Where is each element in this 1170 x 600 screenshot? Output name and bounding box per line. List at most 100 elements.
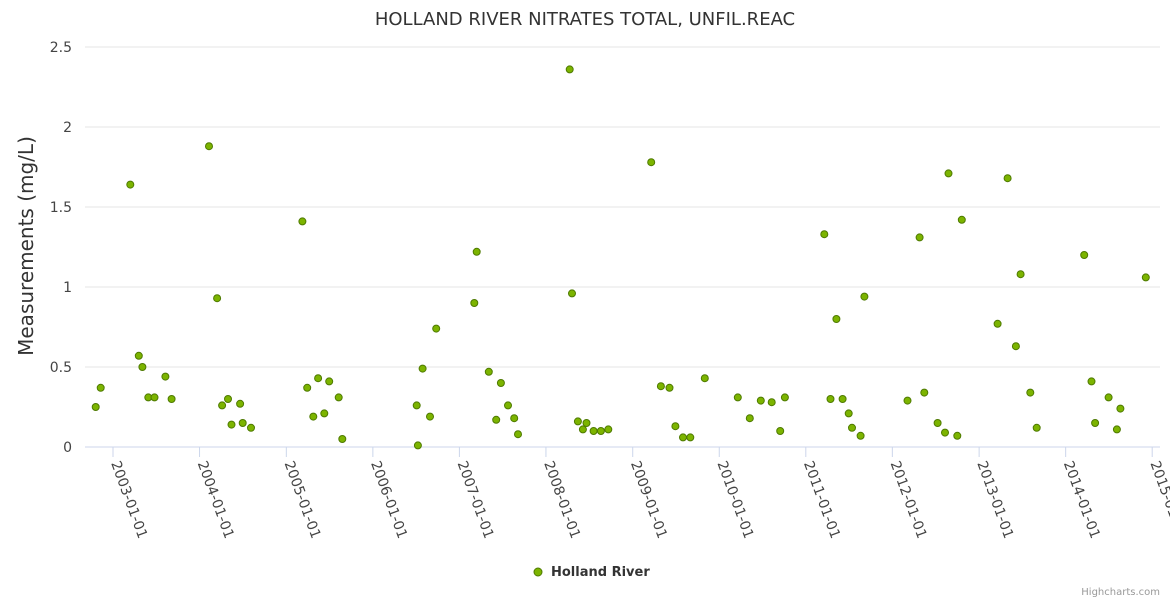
data-point[interactable] xyxy=(756,396,765,405)
data-point[interactable] xyxy=(860,292,869,301)
data-point[interactable] xyxy=(647,158,656,167)
data-point[interactable] xyxy=(418,364,427,373)
data-point[interactable] xyxy=(412,401,421,410)
data-point[interactable] xyxy=(1003,174,1012,183)
data-point[interactable] xyxy=(656,382,665,391)
legend-item-holland-river[interactable]: Holland River xyxy=(551,565,650,580)
y-tick-label: 2 xyxy=(63,120,72,136)
data-point[interactable] xyxy=(514,430,522,439)
data-point[interactable] xyxy=(470,299,479,307)
data-point[interactable] xyxy=(167,395,176,403)
data-point[interactable] xyxy=(820,230,829,239)
data-point[interactable] xyxy=(134,351,143,360)
data-point[interactable] xyxy=(1016,270,1025,279)
data-point[interactable] xyxy=(826,395,835,403)
data-point[interactable] xyxy=(767,398,776,407)
data-point[interactable] xyxy=(126,180,135,189)
x-tick-label: 2010-01-01 xyxy=(714,459,757,541)
data-point[interactable] xyxy=(944,169,953,178)
data-point[interactable] xyxy=(700,374,709,383)
x-tick-label: 2013-01-01 xyxy=(973,459,1016,541)
data-point[interactable] xyxy=(484,367,493,376)
data-point[interactable] xyxy=(1116,404,1125,413)
x-tick-label: 2003-01-01 xyxy=(107,459,150,541)
data-point[interactable] xyxy=(96,383,105,392)
data-point[interactable] xyxy=(920,388,929,397)
data-point[interactable] xyxy=(426,412,434,421)
data-point[interactable] xyxy=(1091,419,1100,427)
data-point[interactable] xyxy=(578,425,587,434)
data-point[interactable] xyxy=(848,423,856,432)
data-point[interactable] xyxy=(745,414,754,423)
data-point[interactable] xyxy=(903,396,912,405)
data-point[interactable] xyxy=(1032,423,1041,432)
y-tick-label: 2.5 xyxy=(50,40,72,56)
data-point[interactable] xyxy=(504,401,512,410)
data-point[interactable] xyxy=(933,419,942,427)
data-point[interactable] xyxy=(1112,425,1121,434)
data-point[interactable] xyxy=(1141,273,1150,282)
data-point[interactable] xyxy=(325,377,334,386)
data-point[interactable] xyxy=(303,383,312,392)
data-point[interactable] xyxy=(413,441,422,450)
data-point[interactable] xyxy=(957,215,966,224)
data-point[interactable] xyxy=(91,403,100,411)
data-point[interactable] xyxy=(568,289,576,298)
data-point[interactable] xyxy=(573,417,582,426)
data-point[interactable] xyxy=(492,415,501,424)
data-point[interactable] xyxy=(993,319,1002,328)
data-point[interactable] xyxy=(665,383,674,392)
data-point[interactable] xyxy=(138,363,147,371)
data-point[interactable] xyxy=(224,395,232,403)
data-point[interactable] xyxy=(582,419,591,427)
credits-link[interactable]: Highcharts.com xyxy=(1081,587,1160,598)
data-point[interactable] xyxy=(604,425,613,434)
y-tick-label: 0.5 xyxy=(50,360,72,376)
data-point[interactable] xyxy=(236,399,245,408)
data-point[interactable] xyxy=(941,428,949,437)
legend[interactable]: Holland River xyxy=(533,565,650,580)
data-point[interactable] xyxy=(161,372,170,381)
data-point[interactable] xyxy=(1087,377,1096,386)
data-point[interactable] xyxy=(496,379,505,387)
data-point[interactable] xyxy=(298,217,307,226)
data-point[interactable] xyxy=(1026,388,1035,397)
data-point[interactable] xyxy=(915,233,924,242)
data-point[interactable] xyxy=(565,65,574,74)
data-point[interactable] xyxy=(671,422,680,431)
data-point[interactable] xyxy=(589,427,598,435)
data-point[interactable] xyxy=(213,294,222,303)
data-point[interactable] xyxy=(953,431,962,440)
data-point[interactable] xyxy=(1104,393,1113,402)
data-point[interactable] xyxy=(596,427,605,435)
data-point[interactable] xyxy=(205,142,213,151)
data-point[interactable] xyxy=(227,420,236,429)
x-tick-label: 2008-01-01 xyxy=(540,459,583,541)
data-point[interactable] xyxy=(838,395,847,403)
data-point[interactable] xyxy=(338,435,347,443)
data-point[interactable] xyxy=(686,433,695,442)
data-point[interactable] xyxy=(1011,342,1020,351)
data-point[interactable] xyxy=(510,414,519,423)
data-point[interactable] xyxy=(320,409,329,418)
data-point[interactable] xyxy=(776,427,785,435)
data-point[interactable] xyxy=(679,433,687,442)
y-axis-label: Measurements (mg/L) xyxy=(14,136,38,356)
data-point[interactable] xyxy=(238,419,247,427)
data-point[interactable] xyxy=(780,393,789,402)
data-point[interactable] xyxy=(832,315,841,323)
data-point[interactable] xyxy=(309,412,318,421)
data-point[interactable] xyxy=(1080,251,1089,259)
data-point[interactable] xyxy=(150,393,159,402)
data-point[interactable] xyxy=(856,431,865,440)
data-point[interactable] xyxy=(844,409,853,418)
data-point[interactable] xyxy=(334,393,343,402)
data-point[interactable] xyxy=(733,393,742,402)
data-point[interactable] xyxy=(314,374,323,383)
data-point[interactable] xyxy=(218,401,227,410)
legend-marker-icon[interactable] xyxy=(533,567,543,577)
data-point[interactable] xyxy=(472,247,481,256)
data-point[interactable] xyxy=(247,423,255,432)
data-points xyxy=(91,65,1150,450)
data-point[interactable] xyxy=(432,324,441,333)
